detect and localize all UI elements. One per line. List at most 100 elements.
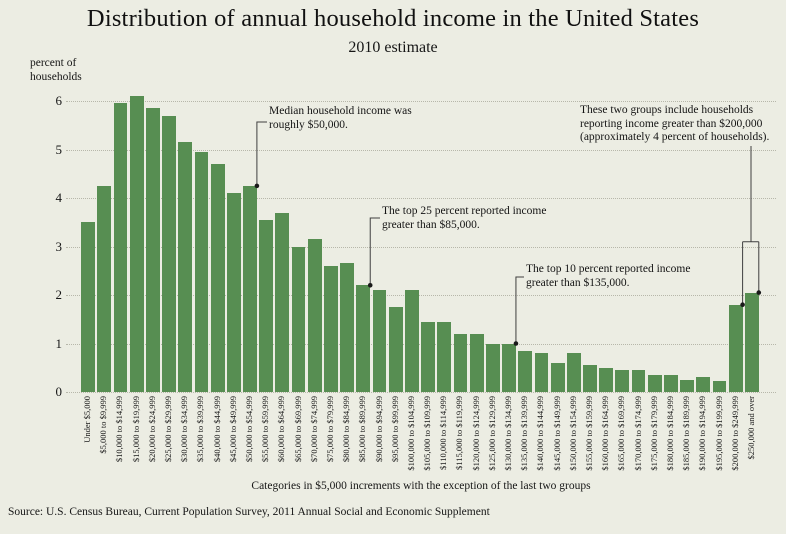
bar (502, 343, 516, 392)
bar (243, 185, 257, 392)
x-tick-label: $35,000 to $39,999 (195, 396, 206, 463)
axis-footnote: Categories in $5,000 increments with the… (251, 480, 591, 492)
y-gridline (66, 343, 776, 345)
x-tick-label: $80,000 to $84,999 (341, 396, 352, 463)
bar (372, 290, 387, 392)
bar (210, 164, 225, 392)
bar (421, 321, 435, 392)
annotation-median-line1: Median household income was (269, 105, 412, 117)
y-tick-label: 6 (55, 93, 63, 108)
x-tick-label: $180,000 to $184,999 (664, 396, 675, 471)
x-tick-label: $5,000 to $9,999 (98, 396, 109, 454)
y-tick-label: 1 (55, 335, 63, 351)
bar (178, 142, 193, 392)
x-tick-label: $20,000 to $24,999 (146, 396, 157, 463)
x-tick-label: $195,000 to $199,999 (713, 396, 724, 471)
bar (437, 321, 452, 392)
annotation-top-groups: These two groups include households repo… (580, 104, 769, 145)
x-tick-label: $95,000 to $99,999 (389, 396, 400, 463)
bar (356, 285, 371, 392)
bar (275, 212, 290, 392)
bar (307, 239, 322, 392)
chart-title: Distribution of annual household income … (86, 5, 700, 32)
chart-subtitle: 2010 estimate (348, 39, 438, 56)
x-tick-label: $50,000 to $54,999 (244, 396, 254, 463)
bar (518, 350, 533, 392)
bar (129, 96, 144, 392)
bar (550, 362, 565, 392)
y-gridline (66, 101, 776, 102)
y-tick-label: 0 (55, 384, 63, 399)
x-tick-label: $135,000 to $139,999 (519, 396, 530, 471)
bar (226, 193, 241, 392)
bar (405, 290, 419, 392)
annotation-top25: The top 25 percent reported income great… (382, 205, 546, 232)
y-tick-label: 2 (55, 287, 63, 302)
x-tick-label: $110,000 to $114,999 (438, 396, 449, 470)
bar (647, 375, 662, 392)
bar (631, 370, 646, 392)
annotation-median: Median household income was roughly $50,… (269, 105, 412, 132)
bar (469, 333, 484, 392)
x-tick-label: $15,000 to $19,999 (130, 396, 141, 463)
y-tick-label: 3 (55, 238, 63, 254)
bar (324, 265, 338, 392)
annotation-top-groups-line3: (approximately 4 percent of households). (580, 131, 770, 143)
bar (583, 365, 597, 392)
bar (453, 333, 468, 392)
x-tick-label: $160,000 to $164,999 (600, 396, 611, 471)
x-tick-label: $65,000 to $69,999 (292, 396, 303, 463)
bar (145, 108, 160, 392)
x-tick-label: $120,000 to $124,999 (470, 396, 481, 471)
bar (680, 379, 695, 392)
x-tick-label: $90,000 to $94,999 (373, 396, 384, 463)
bar (534, 353, 549, 392)
bar (259, 219, 274, 392)
x-tick-label: $75,000 to $79,999 (324, 396, 335, 463)
bar (744, 292, 759, 392)
y-gridline (66, 246, 776, 248)
bar (599, 367, 614, 392)
bar (615, 370, 630, 392)
bar (291, 246, 306, 392)
x-tick-label: $55,000 to $59,999 (260, 396, 271, 463)
source-note: Source: U.S. Census Bureau, Current Popu… (8, 506, 490, 518)
y-gridline (66, 392, 776, 393)
annotation-top10: The top 10 percent reported income great… (526, 263, 690, 290)
x-tick-label: $145,000 to $149,999 (551, 396, 562, 471)
x-tick-label: $200,000 to $249,999 (729, 396, 740, 471)
x-tick-label: $70,000 to $74,999 (308, 396, 319, 463)
bar (664, 375, 678, 392)
bar (388, 307, 403, 392)
bar (81, 222, 95, 392)
bar (696, 377, 711, 392)
x-tick-label: Under $5,000 (82, 396, 93, 443)
bar (162, 115, 176, 392)
annotation-top-groups-line2: reporting income greater than $200,000 (580, 117, 763, 130)
y-tick-label: 5 (55, 141, 63, 157)
x-tick-label: $140,000 to $144,999 (535, 396, 546, 471)
x-tick-label: $190,000 to $194,999 (697, 396, 708, 471)
x-tick-label: $125,000 to $129,999 (486, 396, 497, 471)
x-tick-label: $100,000 to $104,999 (405, 396, 416, 471)
x-tick-label: $170,000 to $174,999 (632, 396, 643, 471)
x-tick-label: $175,000 to $179,999 (648, 396, 659, 471)
y-gridline (66, 295, 776, 296)
x-tick-label: $130,000 to $134,999 (503, 396, 514, 471)
bar (728, 304, 743, 392)
bar (194, 151, 209, 392)
y-gridline (66, 149, 776, 151)
x-tick-label: $155,000 to $159,999 (583, 396, 594, 471)
x-tick-label: $25,000 to $29,999 (163, 396, 174, 463)
x-tick-label: $105,000 to $109,999 (422, 396, 433, 471)
bar (113, 103, 128, 392)
annotation-median-line2: roughly $50,000. (269, 118, 348, 131)
y-axis-title: percent of households (30, 57, 82, 83)
x-tick-label: $60,000 to $64,999 (276, 396, 287, 463)
bar (340, 263, 355, 392)
bar (566, 353, 581, 392)
annotation-top25-line2: greater than $85,000. (382, 218, 480, 231)
annotation-top25-line1: The top 25 percent reported income (382, 205, 547, 217)
